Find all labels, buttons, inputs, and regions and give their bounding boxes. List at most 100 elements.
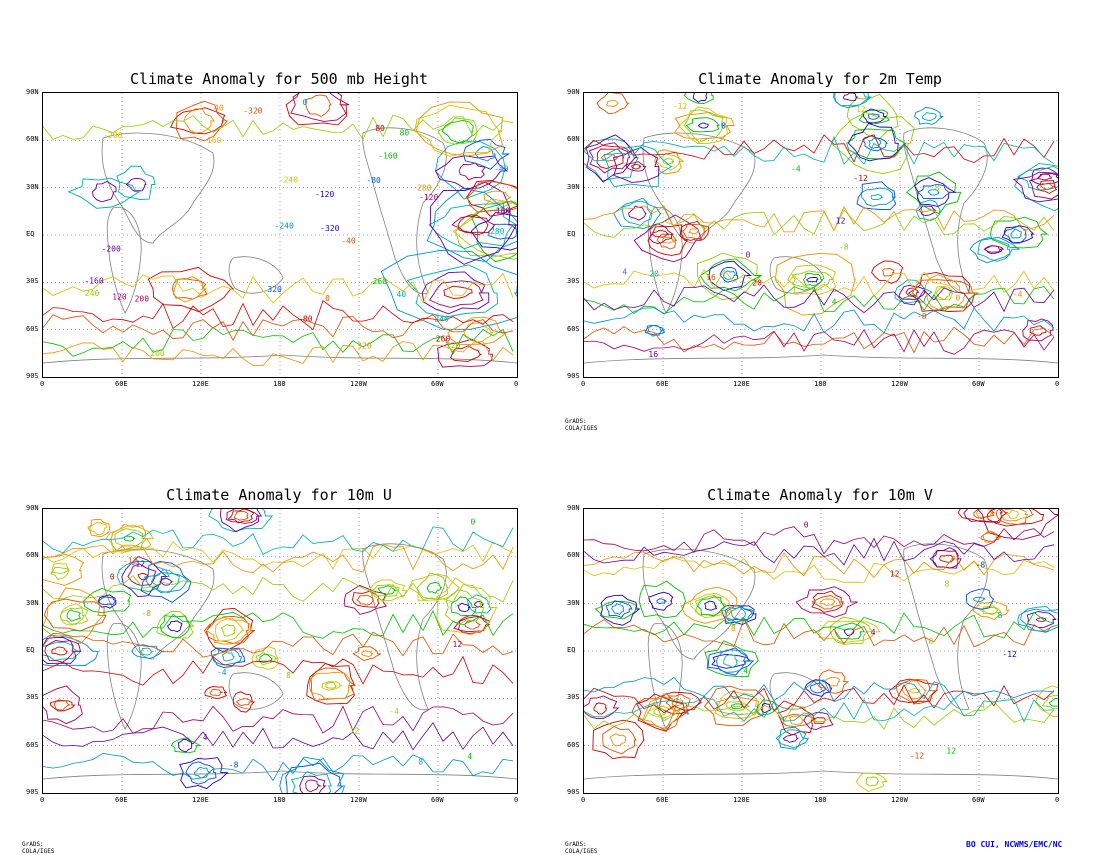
contour-line: [308, 671, 351, 701]
lon-tick-label: 60E: [115, 380, 128, 388]
contour-value-label: -12: [123, 557, 138, 566]
lat-tick-label: 60S: [567, 324, 580, 333]
contour-line: [584, 676, 1055, 703]
contour-line: [43, 721, 514, 751]
contour-line: [804, 679, 833, 697]
contour-line: [116, 561, 170, 593]
contour-line: [856, 181, 897, 210]
contour-line: [360, 650, 374, 657]
contour-line: [605, 99, 620, 108]
contour-line: [708, 260, 752, 292]
lat-tick-label: 60N: [26, 135, 39, 144]
grads-credit: GrADS: COLA/IGES: [565, 841, 598, 855]
contour-value-label: 120: [446, 341, 461, 350]
contour-line: [214, 617, 245, 642]
contour-value-label: -160: [84, 277, 103, 286]
contour-line: [584, 701, 1055, 731]
contour-line: [711, 653, 752, 669]
contour-value-label: 4: [871, 628, 876, 637]
contour-line: [656, 598, 668, 604]
contour-line: [60, 603, 89, 626]
contour-line: [584, 329, 1055, 355]
contour-line: [584, 134, 1055, 164]
contour-line: [584, 284, 1055, 314]
contour-line: [204, 685, 228, 700]
contour-line: [183, 108, 215, 134]
lat-tick-label: 30N: [26, 598, 39, 607]
contour-line: [89, 521, 107, 535]
contour-line: [1041, 695, 1058, 710]
contour-line: [372, 584, 400, 597]
coastline: [362, 127, 447, 295]
contour-value-label: -8: [917, 312, 927, 321]
contour-value-label: -12: [853, 174, 868, 183]
lat-tick-label: EQ: [567, 230, 576, 238]
contour-line: [787, 264, 837, 296]
contour-line: [593, 702, 607, 715]
contour-line: [306, 663, 356, 705]
contour-line: [466, 594, 492, 614]
contour-value-label: 0: [303, 98, 308, 107]
contour-line: [1022, 318, 1054, 342]
contour-line: [715, 649, 748, 673]
contour-line: [621, 200, 653, 226]
contour-line: [43, 341, 514, 367]
contour-line: [612, 147, 660, 183]
contour-line: [730, 703, 744, 709]
contour-line: [43, 300, 514, 331]
contour-line: [914, 106, 945, 125]
contour-line: [656, 233, 678, 250]
contour-line: [436, 577, 498, 636]
contour-line: [596, 148, 625, 169]
contour-line: [697, 122, 709, 129]
contour-line: [678, 106, 728, 144]
contour-line: [43, 543, 514, 574]
lon-tick-label: 60W: [431, 380, 444, 388]
lon-tick-label: 120W: [350, 380, 367, 388]
lat-tick-label: EQ: [567, 646, 576, 654]
contour-line: [210, 647, 246, 668]
contour-line: [1036, 180, 1057, 195]
lat-tick-label: EQ: [26, 230, 35, 238]
contour-line: [325, 681, 337, 689]
contour-line: [156, 611, 195, 639]
contour-line: [406, 264, 499, 318]
contour-value-label: -4: [975, 701, 985, 710]
contour-line: [426, 581, 443, 594]
contour-line: [43, 705, 514, 734]
contour-line: [636, 693, 686, 732]
contour-line: [829, 616, 873, 645]
contour-line: [921, 111, 937, 121]
contour-line: [1028, 173, 1058, 200]
contour-line: [377, 585, 397, 596]
contour-line: [605, 600, 633, 618]
contour-value-label: -4: [680, 708, 690, 717]
contour-line: [417, 572, 449, 600]
contour-line: [966, 588, 995, 610]
lon-tick-label: 120W: [891, 380, 908, 388]
contour-line: [986, 509, 1045, 527]
contour-line: [662, 157, 675, 165]
contour-line: [818, 669, 850, 694]
contour-line: [408, 573, 461, 602]
lat-tick-label: 90S: [567, 372, 580, 380]
coastline: [101, 132, 215, 244]
contour-value-label: 8: [998, 611, 1003, 620]
contour-value-label: 4: [832, 298, 837, 307]
lon-tick-label: 120E: [733, 796, 750, 804]
coastline: [106, 206, 142, 314]
contour-line: [680, 586, 738, 624]
contour-value-label: 320: [267, 285, 282, 294]
contour-line: [631, 163, 642, 170]
contour-value-label: 0: [804, 521, 809, 530]
contour-line: [43, 272, 514, 304]
contour-line: [463, 322, 494, 343]
contour-line: [451, 215, 496, 234]
contour-line: [43, 631, 514, 658]
coastline: [584, 770, 1058, 780]
contour-line: [457, 602, 471, 613]
contour-line: [898, 284, 926, 301]
contour-value-label: 12: [946, 746, 956, 755]
contour-line: [858, 109, 890, 125]
contour-value-label: 12: [453, 640, 463, 649]
